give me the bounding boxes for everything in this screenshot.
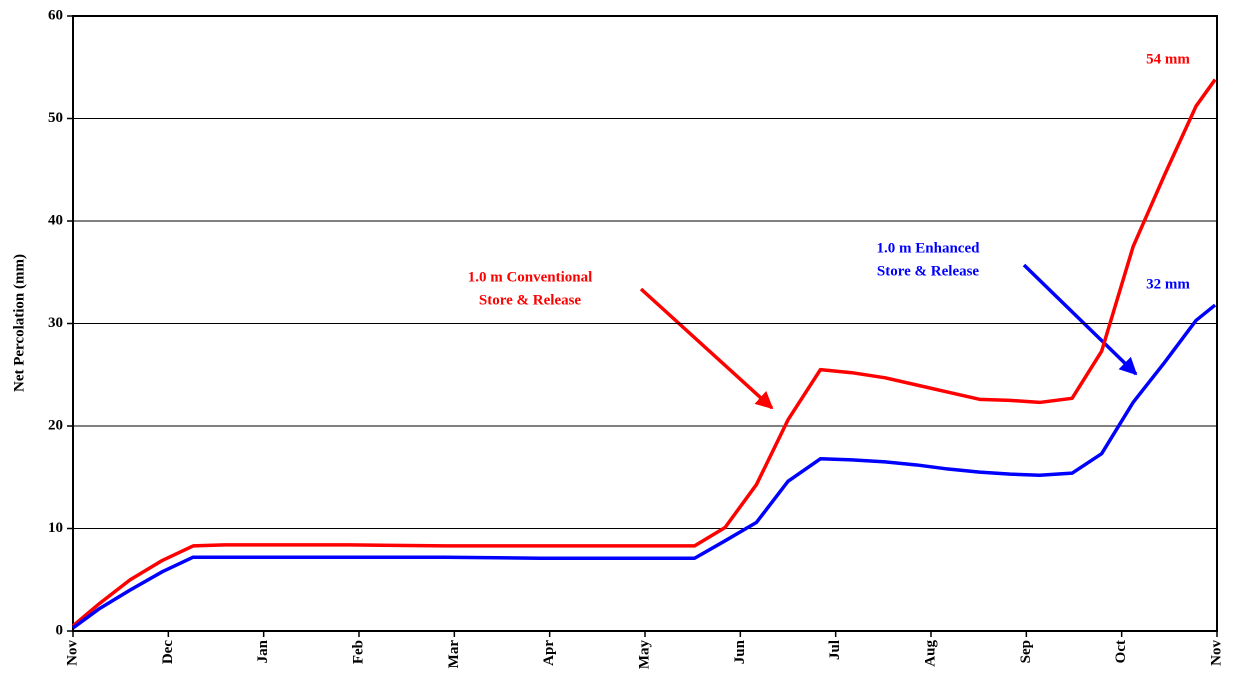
x-tick-label: Nov bbox=[64, 640, 80, 666]
x-tick-label: Aug bbox=[922, 640, 938, 667]
y-axis-title: Net Percolation (mm) bbox=[11, 254, 27, 392]
annotation: Store & Release bbox=[479, 292, 582, 308]
y-tick-label: 60 bbox=[48, 7, 63, 23]
x-tick-label: Jul bbox=[827, 640, 843, 660]
arrow bbox=[639, 287, 774, 410]
data-line bbox=[71, 303, 1217, 630]
annotation: 1.0 m Conventional bbox=[468, 269, 593, 285]
x-tick-label: Jan bbox=[255, 639, 271, 663]
y-tick-label: 0 bbox=[56, 622, 64, 638]
x-tick-label: Nov bbox=[1208, 640, 1224, 666]
x-tick-label: Feb bbox=[350, 640, 366, 664]
x-tick-label: May bbox=[636, 640, 652, 670]
y-tick-label: 20 bbox=[48, 417, 63, 433]
y-tick-label: 10 bbox=[48, 520, 63, 536]
x-tick-label: Mar bbox=[446, 640, 462, 669]
x-tick-label: Dec bbox=[160, 640, 176, 664]
y-tick-label: 40 bbox=[48, 212, 63, 228]
annotation: 32 mm bbox=[1146, 276, 1190, 292]
annotation: Store & Release bbox=[877, 263, 980, 279]
x-tick-label: Jun bbox=[732, 639, 748, 664]
x-tick-label: Apr bbox=[541, 640, 557, 666]
x-tick-label: Sep bbox=[1018, 640, 1034, 663]
plot-frame bbox=[72, 15, 1218, 632]
y-tick-label: 50 bbox=[48, 110, 63, 126]
x-tick-label: Oct bbox=[1113, 640, 1129, 663]
annotation: 1.0 m Enhanced bbox=[877, 240, 981, 256]
y-tick-label: 30 bbox=[48, 315, 63, 331]
arrow bbox=[1022, 263, 1138, 376]
data-line bbox=[71, 78, 1217, 628]
annotation: 54 mm bbox=[1146, 51, 1190, 67]
